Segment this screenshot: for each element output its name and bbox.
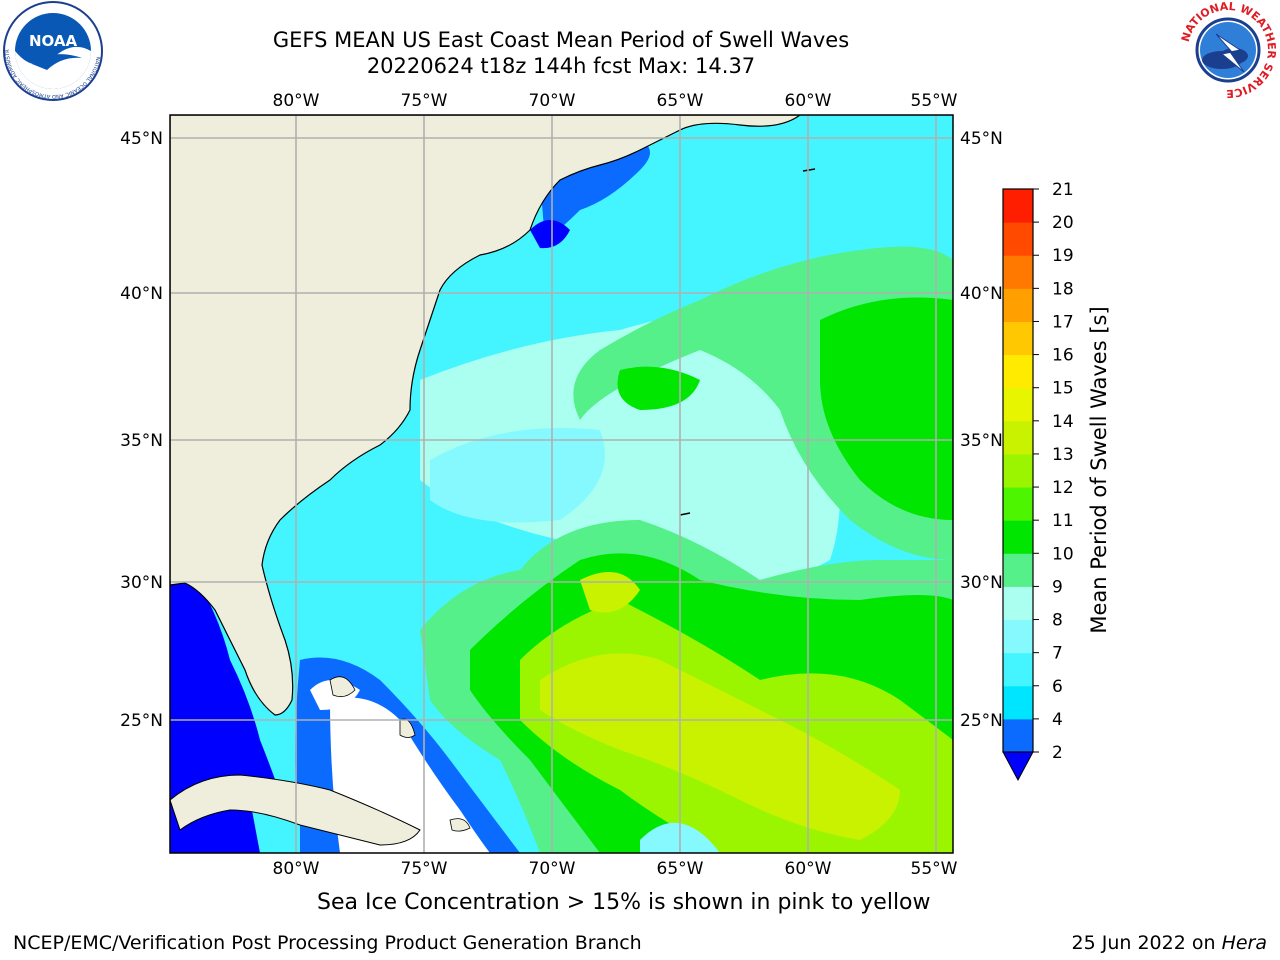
colorbar-tick-label: 11	[1052, 511, 1074, 531]
colorbar-segment	[1003, 685, 1033, 720]
lon-label: 80°W	[273, 859, 320, 879]
lat-label: 25°N	[960, 711, 1003, 731]
lon-label: 75°W	[401, 91, 448, 111]
lon-label: 60°W	[785, 91, 832, 111]
colorbar-tick-label: 13	[1052, 445, 1074, 465]
colorbar-segment	[1003, 652, 1033, 687]
lat-label: 45°N	[960, 129, 1003, 149]
colorbar-tick-label: 2	[1052, 743, 1063, 763]
lon-label: 80°W	[273, 91, 320, 111]
lon-label: 55°W	[911, 91, 958, 111]
colorbar-segment	[1003, 586, 1033, 621]
colorbar-segment	[1003, 453, 1033, 488]
lon-labels-bottom: 80°W 75°W 70°W 65°W 60°W 55°W	[273, 859, 958, 879]
credit-machine: Hera	[1221, 932, 1267, 954]
map-title: GEFS MEAN US East Coast Mean Period of S…	[272, 28, 850, 52]
colorbar-tick-label: 18	[1052, 279, 1074, 299]
credit-branch: NCEP/EMC/Verification Post Processing Pr…	[13, 932, 642, 954]
colorbar-tick-label: 14	[1052, 412, 1074, 432]
sea-ice-note: Sea Ice Concentration > 15% is shown in …	[317, 890, 931, 915]
colorbar-segment	[1003, 420, 1033, 455]
colorbar-tick-label: 4	[1052, 710, 1063, 730]
colorbar-tick-label: 17	[1052, 312, 1074, 332]
colorbar-tick-label: 12	[1052, 478, 1074, 498]
colorbar-tick-label: 8	[1052, 611, 1063, 631]
credit-date: 25 Jun 2022 on Hera	[1072, 932, 1267, 954]
lat-labels-left: 45°N 40°N 35°N 30°N 25°N	[120, 129, 163, 731]
lat-label: 25°N	[120, 711, 163, 731]
credit-date-text: 25 Jun 2022 on	[1071, 932, 1222, 954]
lat-label: 40°N	[960, 284, 1003, 304]
colorbar-tick-label: 16	[1052, 346, 1074, 366]
lat-labels-right: 45°N 40°N 35°N 30°N 25°N	[960, 129, 1003, 731]
colorbar-segment	[1003, 222, 1033, 256]
colorbar-frame	[1002, 188, 1034, 753]
noaa-logo-icon: NOAA NATIONAL OCEANIC AND ATMOSPHERIC AD…	[2, 0, 103, 101]
lat-label: 30°N	[120, 573, 163, 593]
lat-label: 45°N	[120, 129, 163, 149]
colorbar-segment	[1003, 619, 1033, 654]
colorbar-tick-label: 20	[1052, 213, 1074, 233]
lon-label: 70°W	[529, 859, 576, 879]
colorbar-tick-label: 10	[1052, 544, 1074, 564]
colorbar: 2 4 6 7 8 9 10 11 12 13 14 15 16 17 18 19 20 21	[1002, 180, 1074, 782]
colorbar-segment	[1003, 288, 1033, 322]
colorbar-under-arrow	[1002, 751, 1034, 782]
colorbar-segment	[1003, 321, 1033, 356]
colorbar-segment	[1003, 520, 1033, 554]
map-frame	[169, 114, 954, 854]
lon-label: 60°W	[785, 859, 832, 879]
colorbar-tick-label: 7	[1052, 644, 1063, 664]
lon-label: 55°W	[911, 859, 958, 879]
colorbar-segment	[1003, 255, 1033, 289]
nws-logo-icon: NATIONAL WEATHER SERVICE	[1179, 0, 1278, 100]
colorbar-segment	[1003, 387, 1033, 422]
lat-label: 40°N	[120, 284, 163, 304]
graticule	[170, 115, 953, 853]
colorbar-segment	[1003, 354, 1033, 389]
lat-label: 35°N	[960, 431, 1003, 451]
noaa-logo-text: NOAA	[29, 32, 78, 50]
colorbar-segment	[1003, 487, 1033, 521]
colorbar-segment	[1003, 553, 1033, 587]
lon-label: 65°W	[657, 859, 704, 879]
colorbar-tick-label: 9	[1052, 577, 1063, 597]
forecast-subtitle: 20220624 t18z 144h fcst Max: 14.37	[366, 54, 756, 78]
lon-label: 75°W	[401, 859, 448, 879]
colorbar-tick-label: 21	[1052, 180, 1074, 200]
colorbar-tick-label: 15	[1052, 379, 1074, 399]
lon-label: 70°W	[529, 91, 576, 111]
lon-labels-top: 80°W 75°W 70°W 65°W 60°W 55°W	[273, 91, 958, 111]
colorbar-segment	[1003, 189, 1033, 223]
colorbar-label: Mean Period of Swell Waves [s]	[1087, 306, 1111, 633]
map-area	[170, 115, 953, 853]
lat-label: 30°N	[960, 573, 1003, 593]
colorbar-tick-label: 6	[1052, 677, 1063, 697]
colorbar-tick-label: 19	[1052, 246, 1074, 266]
lon-label: 65°W	[657, 91, 704, 111]
colorbar-segment	[1003, 718, 1033, 753]
lat-label: 35°N	[120, 431, 163, 451]
